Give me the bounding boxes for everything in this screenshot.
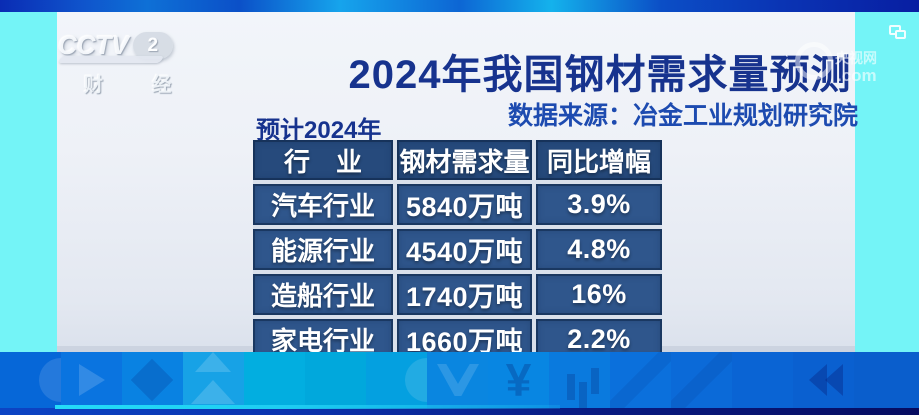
band-tile-half-circle-icon [366, 352, 427, 408]
half-circle-shape [405, 358, 427, 402]
table-header-col-2: 同比增幅 [536, 140, 662, 180]
footer-cyan-line [55, 405, 560, 409]
table-row-0-industry: 汽车行业 [253, 184, 393, 225]
diag-shape [671, 352, 732, 408]
pip-front-rect [895, 30, 906, 39]
diag-shape [610, 352, 671, 408]
top-mosaic-bar [0, 0, 919, 12]
left-cyan-stripe [0, 12, 57, 352]
vee-shape [437, 364, 479, 396]
cctv-logo-row: CCTV 2 [57, 30, 198, 63]
band-tile-diamond-icon [122, 352, 183, 408]
band-tile-mountains-icon [183, 352, 244, 408]
half-circle-shape [39, 358, 61, 402]
band-tile-diag-icon [671, 352, 732, 408]
cctv-wordmark: CCTV [58, 30, 129, 60]
table-row-2-demand: 1740万吨 [397, 274, 532, 315]
table-row-0-growth: 3.9% [536, 184, 662, 225]
band-tile-half-circle-icon [0, 352, 61, 408]
band-tile-vee-icon [427, 352, 488, 408]
table-header-col-1: 钢材需求量 [397, 140, 532, 180]
picture-in-picture-icon [889, 25, 906, 39]
table-row-0-demand: 5840万吨 [397, 184, 532, 225]
content-stage: CCTV 2 财 经 2024年我国钢材需求量预测 数据来源：冶金工业规划研究院… [0, 12, 919, 360]
band-tile-chevrons-icon [793, 352, 854, 408]
diamond-shape [130, 358, 174, 402]
forecast-year-label: 预计2024年 [256, 117, 382, 144]
band-tile-plain-icon [732, 352, 793, 408]
band-tile-plain-icon [244, 352, 305, 408]
right-cyan-stripe [855, 12, 919, 352]
page-title: 2024年我国钢材需求量预测 [348, 53, 852, 97]
cctv-channel-name: 财 经 [84, 75, 194, 96]
band-tile-yen-icon: ¥ [488, 352, 549, 408]
cctv2-finance-logo: CCTV 2 财 经 [57, 30, 198, 97]
band-tile-play-icon [61, 352, 122, 408]
band-tile-bars-icon [549, 352, 610, 408]
footer-navy-strip [0, 405, 919, 415]
bottom-decorative-band: ¥ [0, 352, 919, 408]
cctv-swoosh [57, 56, 165, 63]
table-row-1-growth: 4.8% [536, 229, 662, 270]
bars-shape [567, 374, 575, 400]
band-tile-diag-icon [610, 352, 671, 408]
table-row-2-growth: 16% [536, 274, 662, 315]
table-row-1-industry: 能源行业 [253, 229, 393, 270]
table-header-col-0: 行 业 [253, 140, 393, 180]
steel-demand-table: 行 业钢材需求量 同比增幅汽车行业 5840万吨 3.9% 能源行业 4540万吨 4.8%… [253, 140, 662, 360]
band-tile-plain-icon [305, 352, 366, 408]
table-row-2-industry: 造船行业 [253, 274, 393, 315]
band-tile-plain-icon [854, 352, 919, 408]
cctv-channel-number-badge: 2 [132, 32, 173, 59]
yen-shape: ¥ [505, 354, 532, 406]
play-shape [79, 364, 105, 396]
table-row-1-demand: 4540万吨 [397, 229, 532, 270]
data-source-caption: 数据来源：冶金工业规划研究院 [507, 102, 858, 130]
